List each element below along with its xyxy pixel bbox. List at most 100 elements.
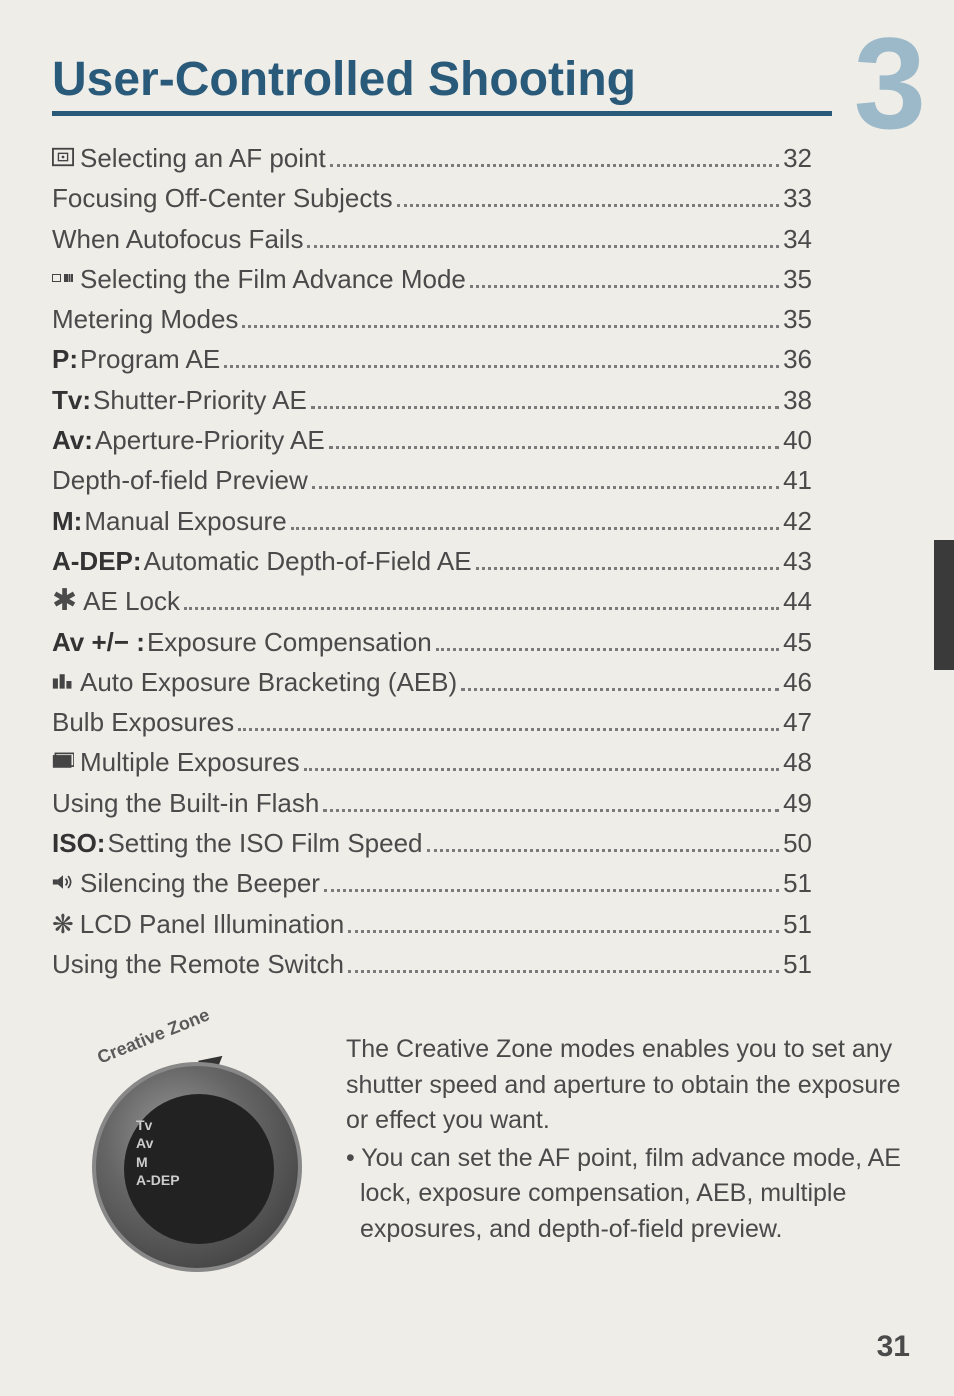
toc-label: Bulb Exposures	[52, 702, 234, 742]
toc-label: Aperture-Priority AE	[95, 420, 325, 460]
toc-row: Av +/− :Exposure Compensation45	[52, 622, 812, 662]
toc-leader	[291, 527, 779, 530]
toc-row: Metering Modes 35	[52, 299, 812, 339]
toc-leader	[323, 809, 779, 812]
toc-page: 41	[783, 460, 812, 500]
toc-label: AE Lock	[83, 581, 180, 621]
toc-prefix: P:	[52, 339, 78, 379]
toc-page: 42	[783, 501, 812, 541]
intro-paragraph-2: • You can set the AF point, film advance…	[346, 1141, 902, 1248]
toc-leader	[348, 930, 779, 933]
toc-row: Selecting the Film Advance Mode35	[52, 259, 812, 299]
toc-label: Using the Built-in Flash	[52, 783, 319, 823]
toc-label: Automatic Depth-of-Field AE	[144, 541, 472, 581]
toc-prefix: Av:	[52, 420, 93, 460]
toc-row: ❋LCD Panel Illumination51	[52, 904, 812, 944]
toc-page: 51	[783, 904, 812, 944]
toc-page: 36	[783, 339, 812, 379]
toc-leader	[238, 728, 779, 731]
toc-prefix: ISO:	[52, 823, 105, 863]
toc-page: 43	[783, 541, 812, 581]
toc-label: Focusing Off-Center Subjects	[52, 178, 393, 218]
toc-row: P:Program AE 36	[52, 339, 812, 379]
toc-label: Metering Modes	[52, 299, 238, 339]
intro-paragraph-1: The Creative Zone modes enables you to s…	[346, 1032, 902, 1139]
toc-row: Using the Remote Switch 51	[52, 944, 812, 984]
toc-leader	[476, 567, 779, 570]
table-of-contents: Selecting an AF point32Focusing Off-Cent…	[52, 138, 812, 984]
beeper-icon	[52, 872, 74, 892]
intro-text: The Creative Zone modes enables you to s…	[332, 1032, 902, 1272]
toc-row: Silencing the Beeper51	[52, 863, 812, 903]
chapter-side-tab	[934, 540, 954, 670]
toc-label: Shutter-Priority AE	[93, 380, 307, 420]
toc-page: 48	[783, 742, 812, 782]
toc-page: 49	[783, 783, 812, 823]
toc-prefix: M:	[52, 501, 82, 541]
multi-exposure-icon	[52, 751, 74, 771]
toc-label: Manual Exposure	[84, 501, 286, 541]
toc-label: Selecting an AF point	[80, 138, 326, 178]
toc-label: Using the Remote Switch	[52, 944, 344, 984]
toc-label: Setting the ISO Film Speed	[107, 823, 422, 863]
toc-page: 34	[783, 219, 812, 259]
creative-zone-label: Creative Zone	[94, 1005, 212, 1069]
aeb-icon	[52, 671, 74, 691]
toc-row: Av:Aperture-Priority AE 40	[52, 420, 812, 460]
toc-row: Multiple Exposures 48	[52, 742, 812, 782]
toc-row: Auto Exposure Bracketing (AEB) 46	[52, 662, 812, 702]
toc-row: When Autofocus Fails 34	[52, 219, 812, 259]
toc-page: 33	[783, 178, 812, 218]
toc-leader	[307, 245, 779, 248]
toc-leader	[184, 607, 779, 610]
toc-leader	[348, 970, 779, 973]
mode-dial-marks: Tv Av M A-DEP	[136, 1116, 180, 1189]
toc-label: When Autofocus Fails	[52, 219, 303, 259]
bottom-section: Creative Zone Tv Av M A-DEP The Creative…	[52, 1032, 912, 1272]
toc-label: Exposure Compensation	[147, 622, 432, 662]
af-point-icon	[52, 147, 74, 167]
toc-page: 46	[783, 662, 812, 702]
toc-leader	[427, 849, 780, 852]
toc-leader	[324, 889, 779, 892]
toc-page: 47	[783, 702, 812, 742]
toc-leader	[397, 204, 780, 207]
toc-leader	[304, 768, 779, 771]
film-advance-icon	[52, 268, 74, 288]
page-title: User-Controlled Shooting	[52, 52, 912, 107]
toc-prefix: A-DEP:	[52, 541, 142, 581]
toc-leader	[330, 164, 779, 167]
toc-label: Program AE	[80, 339, 220, 379]
toc-leader	[242, 325, 779, 328]
page-number: 31	[877, 1330, 910, 1364]
toc-label: Multiple Exposures	[80, 742, 300, 782]
toc-leader	[470, 285, 779, 288]
toc-prefix: Tv:	[52, 380, 91, 420]
toc-label: Selecting the Film Advance Mode	[80, 259, 466, 299]
mode-dial-figure: Creative Zone Tv Av M A-DEP	[52, 1032, 332, 1272]
toc-page: 50	[783, 823, 812, 863]
toc-row: Bulb Exposures 47	[52, 702, 812, 742]
toc-page: 32	[783, 138, 812, 178]
toc-leader	[311, 406, 779, 409]
toc-row: A-DEP:Automatic Depth-of-Field AE 43	[52, 541, 812, 581]
manual-page: 3 User-Controlled Shooting Selecting an …	[0, 0, 954, 1272]
toc-row: M:Manual Exposure 42	[52, 501, 812, 541]
toc-row: Depth-of-field Preview41	[52, 460, 812, 500]
toc-leader	[224, 365, 779, 368]
toc-label: LCD Panel Illumination	[80, 904, 344, 944]
toc-leader	[312, 486, 779, 489]
toc-leader	[461, 688, 779, 691]
toc-page: 38	[783, 380, 812, 420]
toc-page: 51	[783, 863, 812, 903]
toc-page: 35	[783, 299, 812, 339]
toc-row: ISO:Setting the ISO Film Speed 50	[52, 823, 812, 863]
toc-row: Focusing Off-Center Subjects 33	[52, 178, 812, 218]
toc-row: ✱AE Lock44	[52, 581, 812, 621]
toc-page: 45	[783, 622, 812, 662]
toc-label: Auto Exposure Bracketing (AEB)	[80, 662, 457, 702]
toc-row: Tv:Shutter-Priority AE 38	[52, 380, 812, 420]
toc-page: 40	[783, 420, 812, 460]
toc-page: 51	[783, 944, 812, 984]
toc-row: Selecting an AF point 32	[52, 138, 812, 178]
